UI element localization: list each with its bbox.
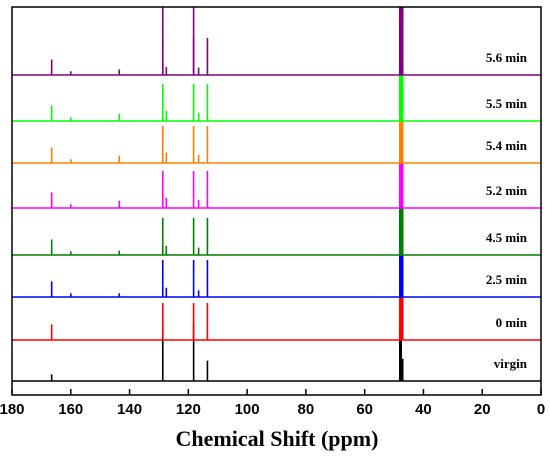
series-0-min [12, 140, 541, 341]
x-tick-label: 60 [356, 401, 373, 418]
x-tick-label: 0 [537, 401, 545, 418]
series-2_5-min [12, 97, 541, 298]
trace-labels: virgin 0 min 2.5 min 4.5 min 5.2 min 5.4 min 5… [486, 50, 528, 371]
trace-label: 5.5 min [486, 96, 528, 111]
series-4_5-min [12, 55, 541, 256]
x-tick-label: 80 [298, 401, 315, 418]
trace-label: 5.4 min [486, 138, 528, 153]
trace-label: 5.6 min [486, 50, 528, 65]
x-tick-label: 160 [58, 401, 83, 418]
traces-layer [12, 7, 541, 382]
series-5_2-min [12, 8, 541, 209]
series-5_5-min [12, 7, 541, 122]
series-5_6-min [12, 7, 541, 76]
plot-frame [11, 6, 542, 396]
series-virgin [12, 323, 541, 382]
trace-label: 5.2 min [486, 183, 528, 198]
x-tick-label: 40 [415, 401, 432, 418]
x-tick-label: 100 [235, 401, 260, 418]
x-axis-title: Chemical Shift (ppm) [176, 426, 379, 451]
trace-label: 2.5 min [486, 272, 528, 287]
x-tick-label: 140 [117, 401, 142, 418]
x-axis-ticks: 180 160 140 120 100 80 60 40 20 0 [0, 389, 545, 418]
x-tick-label: 180 [0, 401, 25, 418]
trace-label: 0 min [496, 315, 528, 330]
trace-label: virgin [494, 356, 528, 371]
trace-label: 4.5 min [486, 230, 528, 245]
x-tick-label: 120 [176, 401, 201, 418]
x-tick-label: 20 [474, 401, 491, 418]
series-5_4-min [12, 7, 541, 164]
